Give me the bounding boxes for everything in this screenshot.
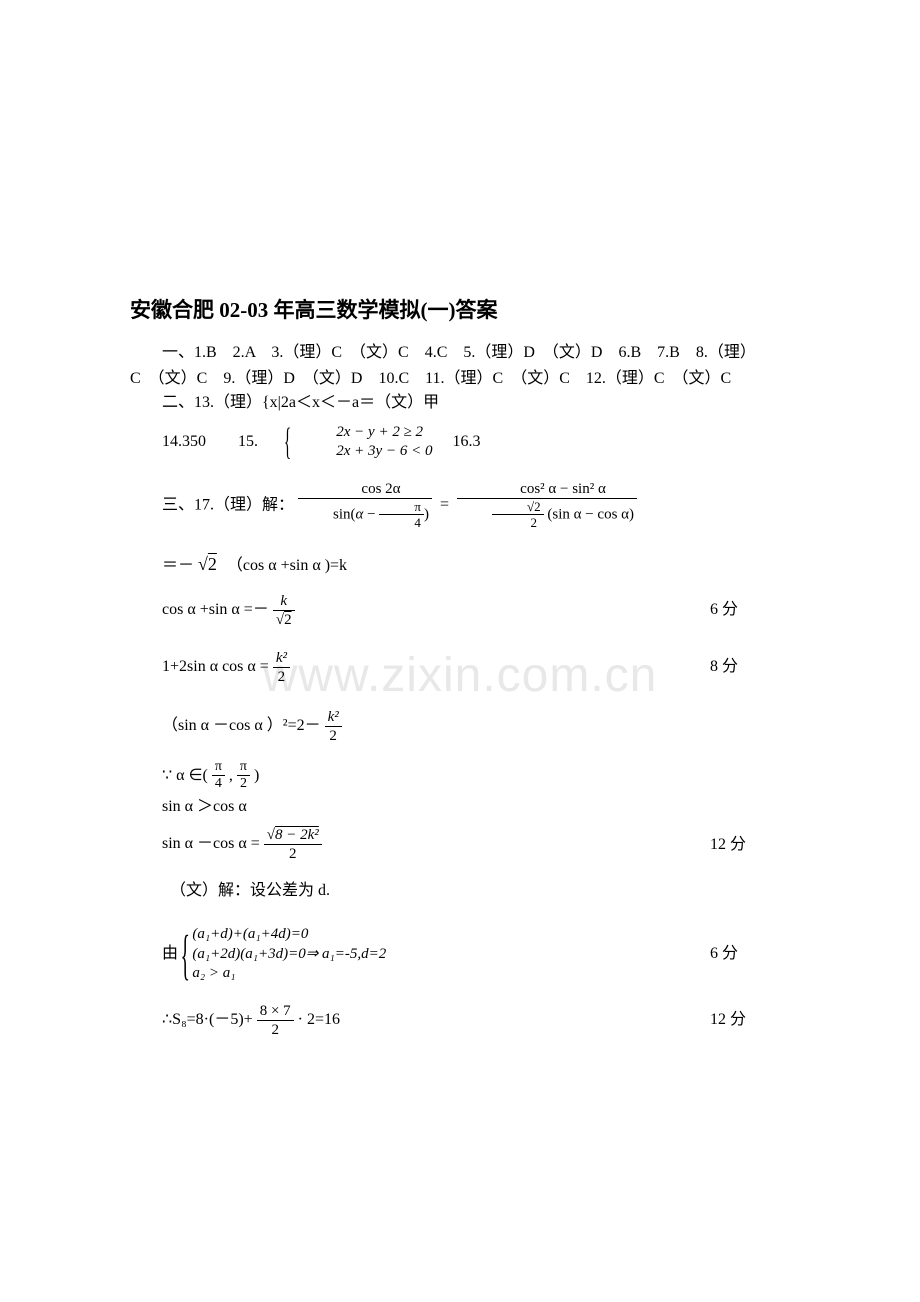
sys3-l2: (a₁+2d)(a₁+3d)=0⇒ a₁=-5,d=2 xyxy=(192,945,386,965)
step-1plus2sin-row: 1+2sin α cos α = k² 2 8 分 xyxy=(130,649,790,686)
rad-num: 8 − 2k² xyxy=(275,827,319,843)
page-title: 安徽合肥 02-03 年高三数学模拟(一)答案 xyxy=(130,295,790,327)
s8-num: 8 × 7 xyxy=(257,1002,294,1021)
s8-row: ∴S₈=8·(－5)+ 8 × 7 2 · 2=16 12 分 xyxy=(130,1002,790,1039)
brace-icon: { xyxy=(271,423,291,461)
sin-gt-cos: sin α ＞cos α xyxy=(162,797,790,818)
q14-label: 14.350 15. xyxy=(162,433,258,450)
pi: π xyxy=(379,499,424,516)
ksq: k² xyxy=(273,649,290,668)
rparen: ) xyxy=(254,767,259,784)
step-neg-sqrt2: ＝－ √2 （cos α +sin α )=k xyxy=(162,551,790,578)
by-label: 由 xyxy=(162,945,178,962)
two: 2 xyxy=(492,515,544,531)
k-num: k xyxy=(273,592,295,611)
sqrt-frac: √8 − 2k² 2 xyxy=(264,826,322,863)
two2: 2 xyxy=(273,668,290,686)
q17-main: 三、17.（理）解： cos 2α sin(α − π4) = cos² α −… xyxy=(130,480,790,531)
s8-tail: · 2=16 xyxy=(298,1011,340,1028)
frac-num2: cos² α − sin² α xyxy=(457,480,637,499)
ksq-over-2: k² 2 xyxy=(273,649,290,686)
score-8: 8 分 xyxy=(710,655,790,679)
q15-bot: 2x + 3y − 6 < 0 xyxy=(304,442,432,462)
sys3-l3: a₂ > a₁ xyxy=(192,964,386,984)
score-6: 6 分 xyxy=(710,598,790,622)
therefore-s8: ∴S₈=8·(－5)+ xyxy=(162,1011,253,1028)
four2: 4 xyxy=(212,776,225,793)
section2-line1: 二、13.（理）{x|2a＜x＜－a＝（文）甲 xyxy=(130,391,790,415)
wen-label: （文）解：设公差为 d. xyxy=(170,879,790,903)
two5: 2 xyxy=(264,845,322,863)
brace3-icon: { xyxy=(181,927,190,982)
score-6b: 6 分 xyxy=(710,942,790,966)
because: ∵ α ∈( xyxy=(162,767,208,784)
eq-neg: ＝－ xyxy=(162,557,194,574)
system-3: (a₁+d)+(a₁+4d)=0 (a₁+2d)(a₁+3d)=0⇒ a₁=-5… xyxy=(192,925,386,984)
q17-rhs-frac: cos² α − sin² α √22 (sin α − cos α) xyxy=(457,480,637,531)
q17-lhs-frac: cos 2α sin(α − π4) xyxy=(298,480,432,531)
comma: , xyxy=(229,767,233,784)
frac-den2: √22 (sin α − cos α) xyxy=(457,499,637,531)
k-over-sqrt2: k √2 xyxy=(273,592,295,629)
q16: 16.3 xyxy=(436,433,480,450)
because-range: ∵ α ∈( π4 , π2 ) xyxy=(162,759,790,794)
sincos: (sin α − cos α) xyxy=(547,506,634,522)
four: 4 xyxy=(379,515,424,531)
two4: 2 xyxy=(237,776,250,793)
ksq-over-2b: k² 2 xyxy=(325,708,342,745)
q14-q15-q16: 14.350 15. { 2x − y + 2 ≥ 2 2x + 3y − 6 … xyxy=(130,423,790,462)
q15-top: 2x − y + 2 ≥ 2 xyxy=(304,423,432,443)
document-body: 安徽合肥 02-03 年高三数学模拟(一)答案 一、1.B 2.A 3.（理）C… xyxy=(130,295,790,1039)
score-12b: 12 分 xyxy=(710,1008,790,1032)
section1-line1: 一、1.B 2.A 3.（理）C （文）C 4.C 5.（理）D （文）D 6.… xyxy=(130,341,790,365)
two3: 2 xyxy=(325,727,342,745)
sin-minus-cos-row: sin α －cos α = √8 − 2k² 2 12 分 xyxy=(130,826,790,863)
q15-system: 2x − y + 2 ≥ 2 2x + 3y − 6 < 0 xyxy=(304,423,432,462)
cossin-eq: cos α +sin α =－ xyxy=(162,601,269,618)
step-diff-sq: （sin α －cos α ）²=2－ k² 2 xyxy=(162,708,790,745)
diff-sq: （sin α －cos α ）²=2－ xyxy=(162,717,321,734)
pi2: π xyxy=(212,759,225,777)
frac-num: cos 2α xyxy=(298,480,432,499)
section1-line2: C （文）C 9.（理）D （文）D 10.C 11.（理）C （文）C 12.… xyxy=(130,367,790,391)
sys3-l1: (a₁+d)+(a₁+4d)=0 xyxy=(192,925,386,945)
q17-label: 三、17.（理）解： xyxy=(162,496,294,513)
sin-minus-cos: sin α －cos α = xyxy=(162,835,260,852)
frac-den: sin(α − π4) xyxy=(298,499,432,531)
cossin-k: （cos α +sin α )=k xyxy=(227,557,347,574)
ksq2: k² xyxy=(325,708,342,727)
onep2sin: 1+2sin α cos α = xyxy=(162,658,269,675)
step-cos-sin-row: cos α +sin α =－ k √2 6 分 xyxy=(130,592,790,629)
system-3-row: 由 { (a₁+d)+(a₁+4d)=0 (a₁+2d)(a₁+3d)=0⇒ a… xyxy=(130,925,790,984)
score-12a: 12 分 xyxy=(710,833,790,857)
pi3: π xyxy=(237,759,250,777)
s8-den: 2 xyxy=(257,1021,294,1039)
s8-frac: 8 × 7 2 xyxy=(257,1002,294,1039)
